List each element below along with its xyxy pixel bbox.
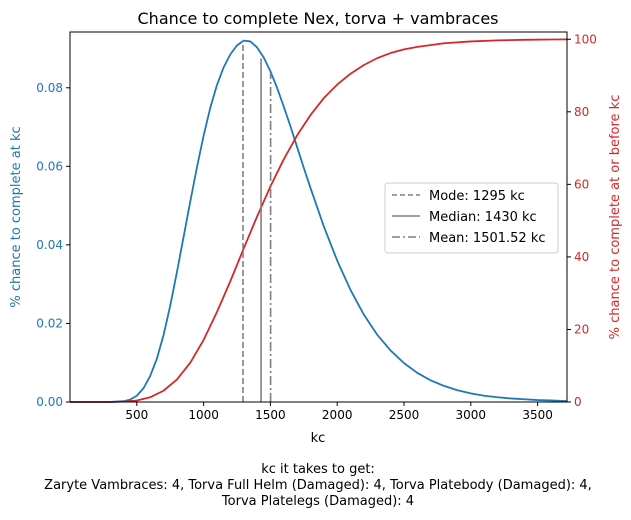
legend-mean-label: Mean: 1501.52 kc (429, 231, 546, 246)
legend: Mode: 1295 kc Median: 1430 kc Mean: 1501… (384, 182, 559, 254)
chart-title: Chance to complete Nex, torva + vambrace… (138, 9, 499, 28)
left-y-tick-label: 0.02 (36, 316, 63, 330)
right-y-axis-label: % chance to complete at or before kc (608, 95, 623, 340)
legend-median-label: Median: 1430 kc (429, 210, 537, 225)
caption-line-1: kc it takes to get: (261, 462, 375, 477)
x-tick-label: 2000 (322, 408, 353, 422)
x-tick-label: 2500 (389, 408, 420, 422)
left-y-axis: 0.00 0.02 0.04 0.06 0.08 (36, 81, 70, 409)
axes-frame (69, 31, 568, 403)
pdf-series-line (70, 39, 568, 403)
legend-box (384, 182, 559, 254)
x-axis-label: kc (311, 431, 326, 446)
x-tick-label: 1000 (188, 408, 219, 422)
x-tick-label: 3500 (522, 408, 553, 422)
right-y-tick-label: 0 (574, 395, 582, 409)
cdf-series-line (70, 38, 568, 403)
left-y-tick-label: 0.04 (36, 238, 63, 252)
right-y-tick-label: 20 (574, 322, 589, 336)
x-tick-label: 500 (125, 408, 148, 422)
right-y-tick-label: 40 (574, 250, 589, 264)
left-y-tick-label: 0.08 (36, 81, 63, 95)
legend-mode-label: Mode: 1295 kc (429, 189, 525, 204)
x-axis: 500 1000 1500 2000 2500 3000 3500 (125, 402, 553, 422)
right-y-tick-label: 100 (574, 32, 597, 46)
caption-line-2: Zaryte Vambraces: 4, Torva Full Helm (Da… (44, 478, 592, 493)
left-y-tick-label: 0.06 (36, 159, 63, 173)
x-tick-label: 3000 (456, 408, 487, 422)
right-y-axis: 0 20 40 60 80 100 (567, 32, 597, 409)
right-y-tick-label: 60 (574, 177, 589, 191)
right-y-tick-label: 80 (574, 105, 589, 119)
left-y-tick-label: 0.00 (36, 395, 63, 409)
plot-area (70, 38, 568, 403)
x-tick-label: 1500 (255, 408, 286, 422)
caption-line-3: Torva Platelegs (Damaged): 4 (221, 494, 414, 509)
left-y-axis-label: % chance to complete at kc (9, 126, 24, 307)
